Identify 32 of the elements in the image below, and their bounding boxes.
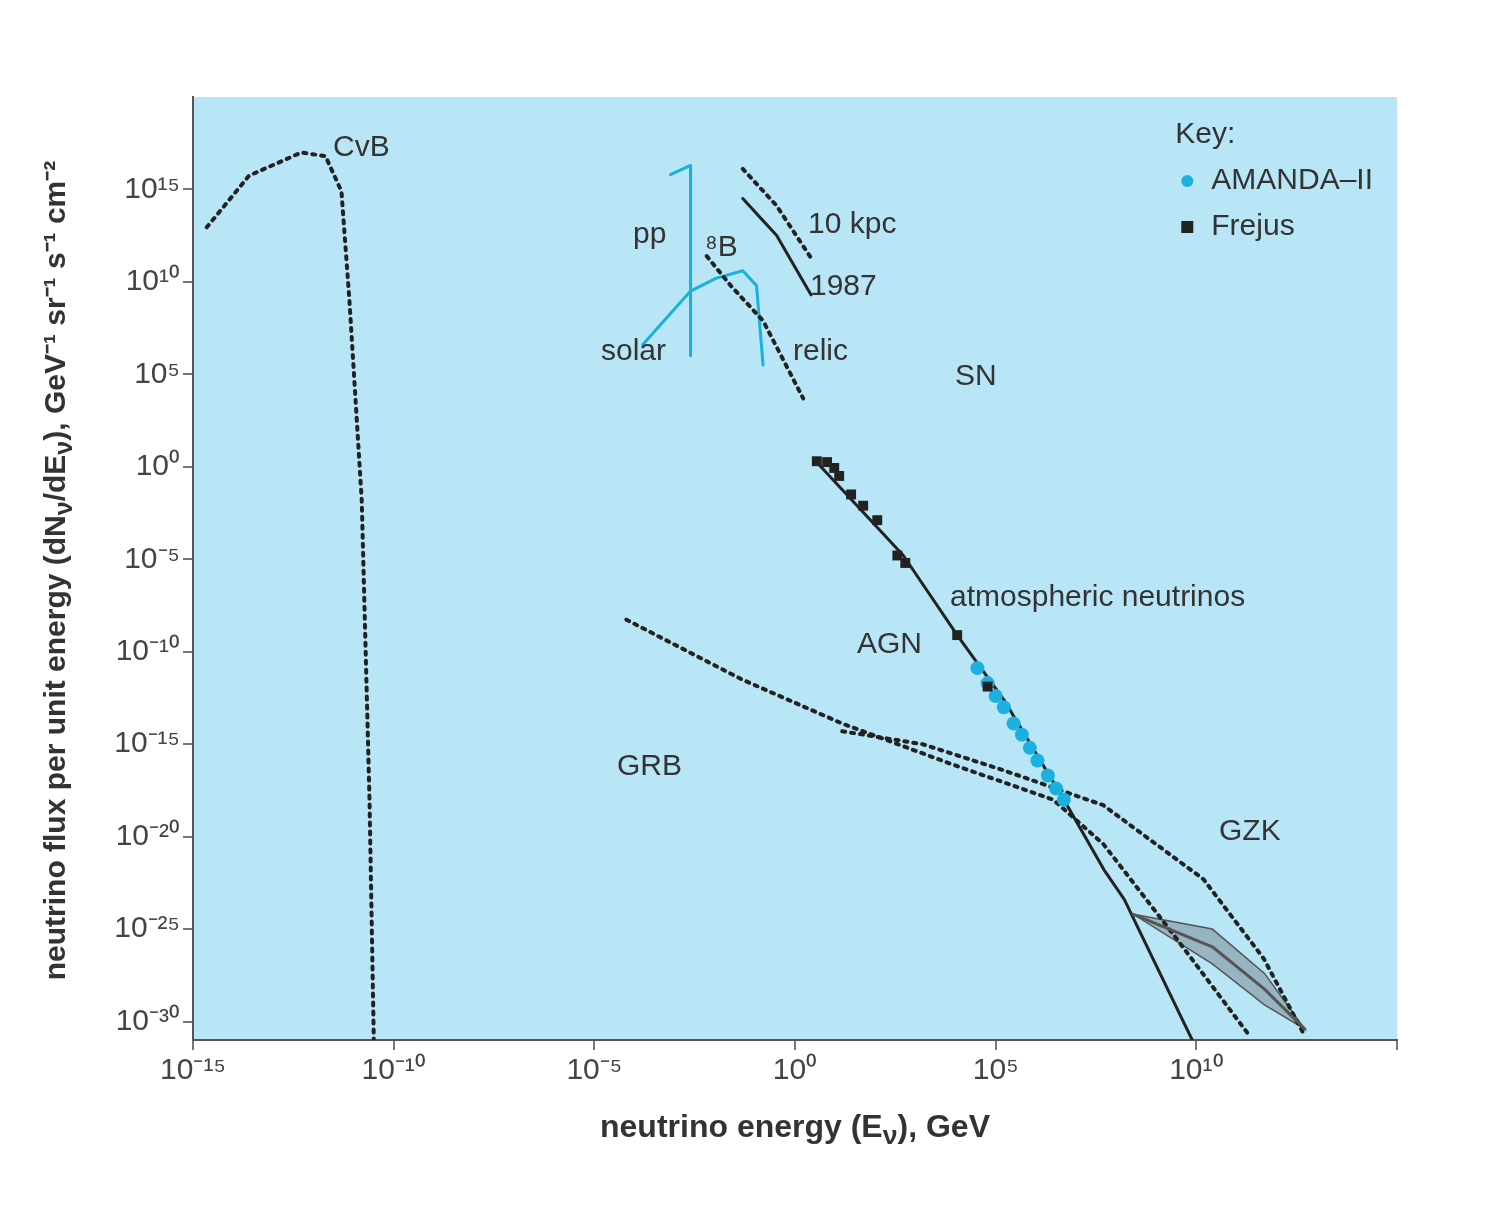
y-tick-label: 10⁻⁵ (124, 540, 180, 574)
annotation: CvB (333, 129, 390, 163)
y-tick-label: 10⁻¹⁰ (115, 632, 180, 666)
y-tick-label: 10⁻²⁰ (115, 817, 180, 851)
annotation: SN (955, 358, 997, 392)
x-tick-label: 10⁰ (772, 1052, 818, 1086)
y-tick-label: 10⁻²⁵ (114, 910, 180, 944)
annotation: 1987 (810, 268, 877, 302)
annotation: relic (793, 333, 849, 367)
annotation: GZK (1219, 813, 1281, 847)
legend-label: AMANDA–II (1211, 162, 1374, 196)
y-tick-label: 10⁻¹⁵ (114, 725, 180, 759)
annotation: 10 kpc (808, 206, 897, 240)
annotation: ⁸B (705, 229, 738, 263)
x-tick-label: 10⁵ (972, 1052, 1019, 1086)
x-tick-label: 10⁻⁵ (566, 1052, 623, 1086)
annotation: GRB (617, 748, 683, 782)
annotation: atmospheric neutrinos (950, 579, 1246, 613)
x-tick-label: 10⁻¹⁰ (361, 1052, 426, 1086)
y-tick-label: 10⁰ (135, 448, 180, 482)
annotation: AGN (857, 626, 923, 660)
y-tick-label: 10⁻³⁰ (115, 1002, 180, 1036)
legend-label: Frejus (1211, 208, 1295, 242)
y-tick-label: 10⁵ (134, 355, 180, 389)
x-tick-label: 10¹⁰ (1169, 1052, 1224, 1086)
x-axis-title: neutrino energy (E$_{ν}$), GeV (599, 1108, 991, 1152)
y-tick-label: 10¹⁵ (124, 170, 180, 204)
legend-title: Key: (1175, 116, 1236, 150)
x-tick-label: 10⁻¹⁵ (160, 1052, 226, 1086)
annotation: solar (601, 333, 667, 367)
annotation: pp (633, 216, 667, 250)
y-tick-label: 10¹⁰ (125, 263, 180, 297)
